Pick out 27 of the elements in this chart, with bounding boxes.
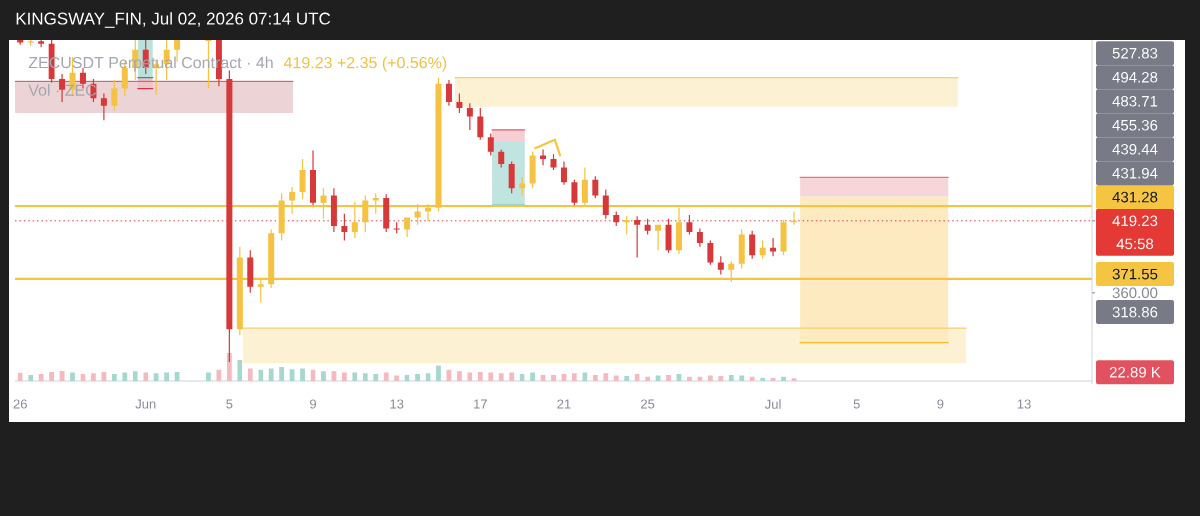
text: KINGSWAY_FIN, Jul 02, 2026 07:14 UTC: [16, 12, 331, 28]
y-tick-label: 360.00: [1112, 287, 1158, 299]
x-tick-label: 17: [474, 399, 487, 409]
text: 455.36: [1112, 119, 1158, 131]
text: 45:58: [1116, 238, 1154, 250]
x-tick-label: 5: [853, 399, 860, 409]
x-tick-label: 26: [13, 399, 27, 409]
text: 419.23 +2.35 (+0.56%): [283, 56, 447, 72]
ref-line-label: 371.55: [1112, 268, 1158, 280]
text: 318.86: [1112, 306, 1158, 318]
x-tick-label: 5: [226, 399, 233, 409]
x-tick-label: 21: [557, 399, 571, 409]
x-tick-label: 9: [310, 399, 317, 409]
x-tick-label: Jun: [135, 399, 156, 409]
x-tick-label: 9: [937, 399, 944, 409]
x-tick-label: Jul: [764, 399, 781, 409]
text: 22.89 K: [1109, 366, 1161, 378]
text: 494.28: [1112, 71, 1158, 83]
text: 527.83: [1112, 47, 1158, 59]
text: 431.94: [1112, 167, 1158, 179]
text: 439.44: [1112, 143, 1158, 155]
ref-line-label: 431.28: [1112, 191, 1158, 203]
x-tick-label: 13: [390, 399, 404, 409]
y-tick-label: 419.23: [1112, 215, 1158, 227]
text: 483.71: [1112, 95, 1158, 107]
x-tick-label: 25: [641, 399, 655, 409]
x-tick-label: 13: [1017, 399, 1031, 409]
